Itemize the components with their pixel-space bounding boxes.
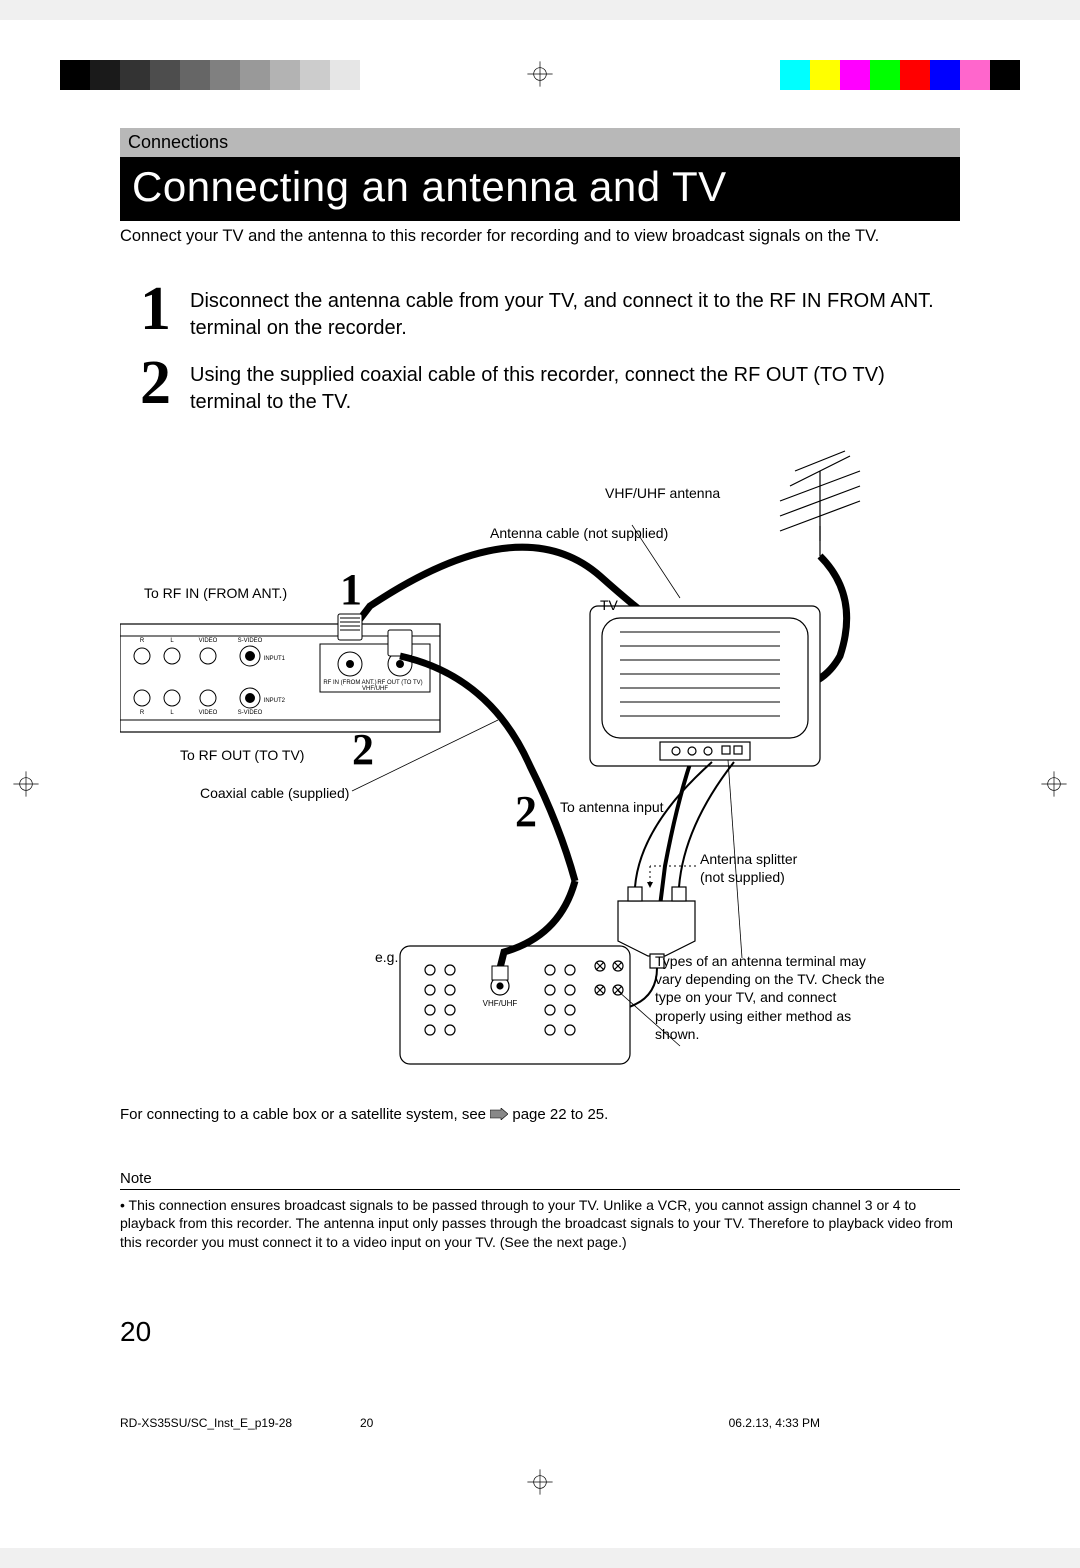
bottom-note-prefix: For connecting to a cable box or a satel… [120,1106,490,1123]
section-bar: Connections [120,128,960,157]
footer-timestamp: 06.2.13, 4:33 PM [729,1416,820,1430]
label-eg: e.g. [375,948,398,966]
label-tv: TV [600,596,618,614]
color-swatch [990,60,1020,90]
color-bar [780,60,1020,90]
label-splitter: Antenna splitter (not supplied) [700,850,820,886]
crosshair-icon [526,60,554,88]
crosshair-icon [12,770,40,798]
callout-num-2b: 2 [515,786,537,837]
svg-text:R: R [140,710,145,716]
step-text: Using the supplied coaxial cable of this… [190,360,960,416]
step-item: 1 Disconnect the antenna cable from your… [140,286,960,342]
callout-num-2a: 2 [352,724,374,775]
bottom-ref-note: For connecting to a cable box or a satel… [120,1106,960,1124]
note-bullet: • [120,1197,129,1213]
grayscale-ramp [60,60,390,90]
svg-text:VIDEO: VIDEO [199,638,218,644]
svg-text:S-VIDEO: S-VIDEO [238,710,263,716]
note-body: • This connection ensures broadcast sign… [120,1196,960,1253]
label-antenna-cable: Antenna cable (not supplied) [490,524,668,542]
note-text: This connection ensures broadcast signal… [120,1197,953,1251]
svg-text:VIDEO: VIDEO [199,710,218,716]
page-number: 20 [120,1316,151,1348]
intro-text: Connect your TV and the antenna to this … [120,227,960,246]
connection-diagram: R L VIDEO S-VIDEO R L VIDEO S-VIDEO INPU… [120,446,960,1076]
page-title: Connecting an antenna and TV [120,157,960,221]
crosshair-icon [526,1468,554,1496]
svg-text:S-VIDEO: S-VIDEO [238,638,263,644]
label-rf-in: To RF IN (FROM ANT.) [144,584,287,602]
label-types-note: Types of an antenna terminal may vary de… [655,952,885,1043]
footer: RD-XS35SU/SC_Inst_E_p19-28 20 06.2.13, 4… [120,1416,960,1430]
gray-swatch [180,60,210,90]
svg-text:VHF/UHF: VHF/UHF [362,686,388,692]
gray-swatch [360,60,390,90]
svg-text:INPUT1: INPUT1 [264,656,286,662]
gray-swatch [150,60,180,90]
label-coaxial: Coaxial cable (supplied) [200,784,349,802]
svg-text:VHF/UHF: VHF/UHF [483,999,518,1008]
page: Connections Connecting an antenna and TV… [0,20,1080,1548]
callout-num-1: 1 [340,564,362,615]
page-arrow-icon [490,1107,508,1124]
label-antenna-input: To antenna input [560,798,664,816]
gray-swatch [60,60,90,90]
gray-swatch [270,60,300,90]
gray-swatch [330,60,360,90]
label-rf-out: To RF OUT (TO TV) [180,746,304,764]
color-swatch [900,60,930,90]
content: Connections Connecting an antenna and TV… [120,128,960,1252]
color-swatch [810,60,840,90]
step-text: Disconnect the antenna cable from your T… [190,286,960,342]
step-number: 1 [140,286,176,333]
gray-swatch [300,60,330,90]
gray-swatch [210,60,240,90]
footer-page: 20 [360,1416,420,1430]
gray-swatch [90,60,120,90]
gray-swatch [120,60,150,90]
note-heading: Note [120,1170,960,1190]
gray-swatch [240,60,270,90]
color-swatch [960,60,990,90]
step-item: 2 Using the supplied coaxial cable of th… [140,360,960,416]
step-number: 2 [140,360,176,407]
color-swatch [930,60,960,90]
svg-text:INPUT2: INPUT2 [264,698,286,704]
steps-list: 1 Disconnect the antenna cable from your… [140,286,960,416]
color-swatch [840,60,870,90]
color-swatch [780,60,810,90]
label-vhf-antenna: VHF/UHF antenna [605,484,720,502]
footer-filename: RD-XS35SU/SC_Inst_E_p19-28 [120,1416,360,1430]
bottom-note-pageref: page 22 to 25. [512,1106,608,1123]
crosshair-icon [1040,770,1068,798]
color-swatch [870,60,900,90]
svg-text:R: R [140,638,145,644]
